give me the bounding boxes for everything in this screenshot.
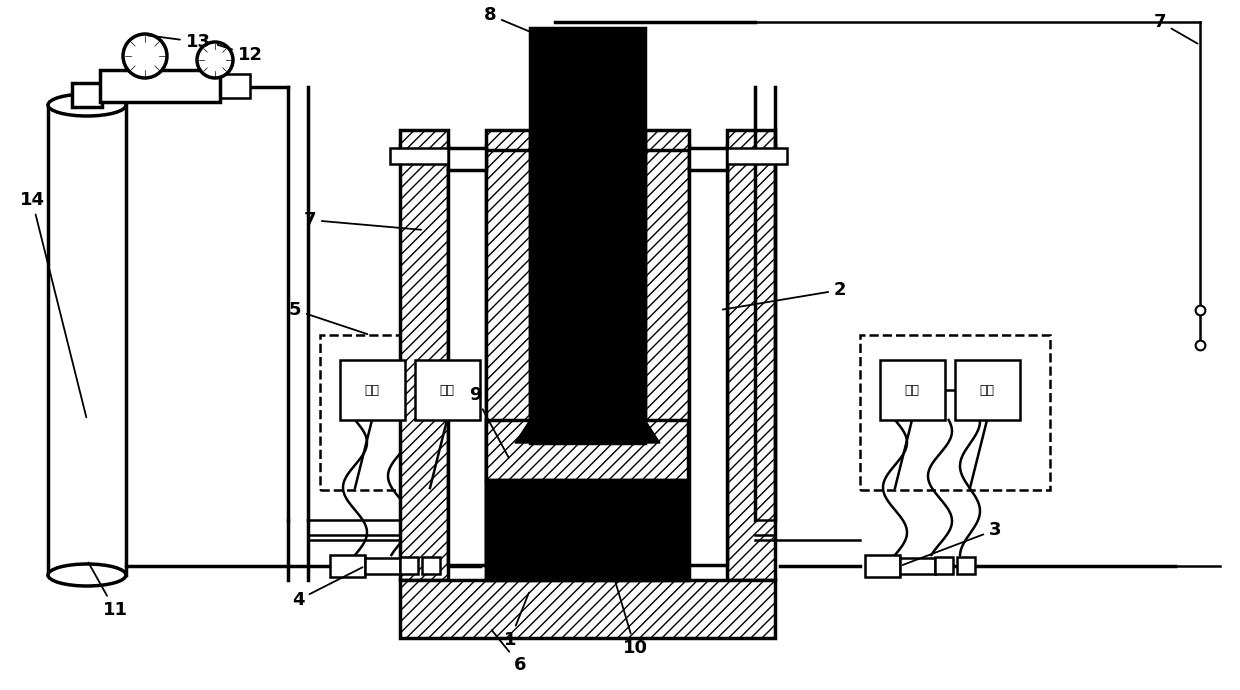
FancyBboxPatch shape	[645, 130, 689, 150]
FancyBboxPatch shape	[401, 557, 418, 574]
FancyBboxPatch shape	[861, 335, 1050, 490]
Text: 7: 7	[304, 211, 422, 230]
FancyBboxPatch shape	[340, 360, 405, 420]
FancyBboxPatch shape	[448, 168, 486, 565]
Text: 主机: 主机	[904, 384, 920, 397]
FancyBboxPatch shape	[401, 145, 448, 580]
FancyBboxPatch shape	[391, 148, 448, 164]
Ellipse shape	[48, 94, 126, 116]
Circle shape	[197, 42, 233, 78]
FancyBboxPatch shape	[401, 130, 448, 150]
FancyBboxPatch shape	[401, 580, 775, 638]
Circle shape	[123, 34, 167, 78]
FancyBboxPatch shape	[486, 145, 529, 580]
FancyBboxPatch shape	[955, 360, 1021, 420]
Text: 12: 12	[218, 45, 263, 64]
FancyBboxPatch shape	[935, 557, 954, 574]
Text: 1: 1	[503, 593, 529, 649]
FancyBboxPatch shape	[365, 558, 401, 574]
FancyBboxPatch shape	[415, 360, 480, 420]
FancyBboxPatch shape	[486, 480, 688, 580]
FancyBboxPatch shape	[330, 555, 365, 577]
FancyBboxPatch shape	[866, 555, 900, 577]
Text: 7: 7	[1153, 13, 1198, 43]
Text: 6: 6	[492, 630, 526, 674]
FancyBboxPatch shape	[486, 420, 688, 480]
Ellipse shape	[48, 564, 126, 586]
FancyBboxPatch shape	[448, 148, 486, 170]
FancyBboxPatch shape	[486, 130, 529, 150]
FancyBboxPatch shape	[48, 105, 126, 575]
FancyBboxPatch shape	[100, 70, 219, 102]
Text: 电源: 电源	[980, 384, 994, 397]
FancyBboxPatch shape	[727, 145, 775, 580]
FancyBboxPatch shape	[900, 558, 935, 574]
FancyBboxPatch shape	[957, 557, 975, 574]
FancyBboxPatch shape	[727, 148, 787, 164]
FancyBboxPatch shape	[880, 360, 945, 420]
Polygon shape	[515, 420, 660, 443]
FancyBboxPatch shape	[645, 145, 689, 580]
FancyBboxPatch shape	[529, 28, 645, 443]
FancyBboxPatch shape	[72, 83, 102, 107]
Text: 13: 13	[148, 33, 211, 51]
Text: 5: 5	[289, 301, 367, 334]
FancyBboxPatch shape	[727, 130, 775, 150]
Text: 主机: 主机	[365, 384, 379, 397]
FancyBboxPatch shape	[689, 168, 727, 565]
Text: 4: 4	[291, 567, 362, 609]
Text: 8: 8	[484, 6, 542, 37]
FancyBboxPatch shape	[320, 335, 510, 490]
FancyBboxPatch shape	[422, 557, 440, 574]
Text: 9: 9	[469, 386, 508, 457]
Text: 2: 2	[723, 281, 846, 310]
Text: 14: 14	[20, 191, 87, 417]
Text: 3: 3	[903, 521, 1001, 565]
FancyBboxPatch shape	[689, 148, 727, 170]
Text: 电源: 电源	[439, 384, 455, 397]
Text: 11: 11	[88, 562, 128, 619]
FancyBboxPatch shape	[100, 74, 250, 98]
Text: 10: 10	[601, 533, 647, 657]
